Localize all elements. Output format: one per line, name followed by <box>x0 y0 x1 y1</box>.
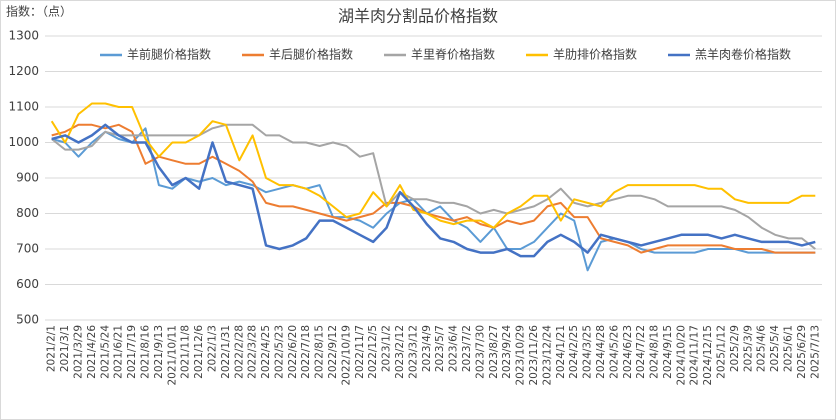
x-tick-label: 2022/4/25 <box>260 325 272 379</box>
x-tick-label: 2023/1/2 <box>381 325 393 372</box>
x-tick-label: 2023/11/26 <box>528 325 540 386</box>
x-tick-label: 2024/7/22 <box>635 325 647 379</box>
legend-label: 羊后腿价格指数 <box>269 47 353 62</box>
x-tick-label: 2024/8/18 <box>649 325 661 379</box>
x-tick-label: 2024/12/15 <box>702 325 714 386</box>
x-tick-label: 2021/7/19 <box>126 325 138 379</box>
x-tick-label: 2023/4/9 <box>421 325 433 372</box>
x-tick-label: 2022/6/20 <box>287 325 299 379</box>
x-tick-label: 2023/7/30 <box>474 325 486 379</box>
x-tick-label: 2024/1/21 <box>555 325 567 379</box>
x-tick-label: 2022/3/28 <box>247 325 259 379</box>
x-tick-label: 2024/4/28 <box>595 325 607 379</box>
x-tick-label: 2024/11/17 <box>689 325 701 386</box>
x-tick-label: 2022/12/5 <box>367 325 379 379</box>
x-tick-label: 2025/6/29 <box>796 325 808 379</box>
x-tick-label: 2025/1/12 <box>716 325 728 379</box>
series-line <box>51 123 816 254</box>
legend-label: 羔羊肉卷价格指数 <box>695 47 791 62</box>
x-tick-label: 2022/10/19 <box>340 325 352 386</box>
chart-title: 湖羊肉分割品价格指数 <box>338 7 498 26</box>
x-tick-label: 2023/3/12 <box>407 325 419 379</box>
x-tick-label: 2022/1/3 <box>206 325 218 372</box>
x-tick-label: 2023/8/27 <box>488 325 500 379</box>
y-tick-label: 1000 <box>8 135 39 149</box>
x-tick-label: 2025/6/1 <box>783 325 795 372</box>
y-tick-label: 500 <box>16 313 39 327</box>
x-tick-label: 2024/9/15 <box>662 325 674 379</box>
series-line <box>51 123 816 258</box>
x-tick-label: 2022/8/15 <box>314 325 326 379</box>
x-tick-label: 2023/10/29 <box>515 325 527 386</box>
x-tick-label: 2025/3/9 <box>742 325 754 372</box>
x-tick-label: 2021/2/1 <box>46 325 58 372</box>
y-tick-label: 800 <box>16 206 39 220</box>
y-axis-label: 指数：（点） <box>6 4 72 19</box>
x-tick-label: 2024/3/25 <box>582 325 594 379</box>
x-tick-label: 2024/2/25 <box>568 325 580 379</box>
y-tick-label: 600 <box>16 277 39 291</box>
x-tick-label: 2021/6/21 <box>113 325 125 379</box>
x-tick-label: 2022/1/31 <box>220 325 232 379</box>
x-tick-label: 2021/10/11 <box>166 325 178 386</box>
x-tick-label: 2023/12/24 <box>541 325 553 386</box>
x-tick-label: 2023/6/4 <box>448 325 460 372</box>
legend-label: 羊肋排价格指数 <box>553 47 637 62</box>
legend-label: 羊里脊价格指数 <box>411 47 495 62</box>
x-tick-label: 2023/9/24 <box>501 325 513 379</box>
series-line <box>50 102 816 229</box>
x-tick-label: 2022/2/28 <box>233 325 245 379</box>
y-tick-label: 900 <box>16 171 39 185</box>
x-tick-label: 2022/9/12 <box>327 325 339 379</box>
legend-label: 羊前腿价格指数 <box>127 47 211 62</box>
y-tick-label: 1100 <box>8 100 39 114</box>
x-tick-label: 2025/4/6 <box>756 325 768 372</box>
series-line <box>51 123 816 250</box>
x-tick-label: 2023/5/7 <box>434 325 446 372</box>
x-tick-label: 2024/6/23 <box>622 325 634 379</box>
x-tick-label: 2021/5/24 <box>99 325 111 379</box>
x-tick-label: 2024/10/20 <box>675 325 687 386</box>
x-tick-label: 2023/2/12 <box>394 325 406 379</box>
y-tick-label: 700 <box>16 242 39 256</box>
x-tick-label: 2025/2/9 <box>729 325 741 372</box>
x-tick-label: 2021/8/16 <box>139 325 151 379</box>
x-tick-label: 2021/12/6 <box>193 325 205 379</box>
x-tick-label: 2021/3/1 <box>59 325 71 372</box>
x-tick-label: 2021/11/8 <box>180 325 192 379</box>
x-tick-label: 2025/5/4 <box>769 325 781 372</box>
x-tick-label: 2024/5/26 <box>608 325 620 379</box>
series-line <box>51 127 816 272</box>
x-tick-label: 2022/11/7 <box>354 325 366 379</box>
x-tick-label: 2022/7/18 <box>300 325 312 379</box>
x-tick-label: 2025/7/13 <box>809 325 821 379</box>
y-tick-label: 1300 <box>8 29 39 43</box>
x-tick-label: 2023/7/2 <box>461 325 473 372</box>
x-tick-label: 2021/9/13 <box>153 325 165 379</box>
y-tick-label: 1200 <box>8 64 39 78</box>
x-tick-label: 2021/3/29 <box>72 325 84 379</box>
x-tick-label: 2021/4/26 <box>86 325 98 379</box>
x-tick-label: 2022/5/23 <box>273 325 285 379</box>
